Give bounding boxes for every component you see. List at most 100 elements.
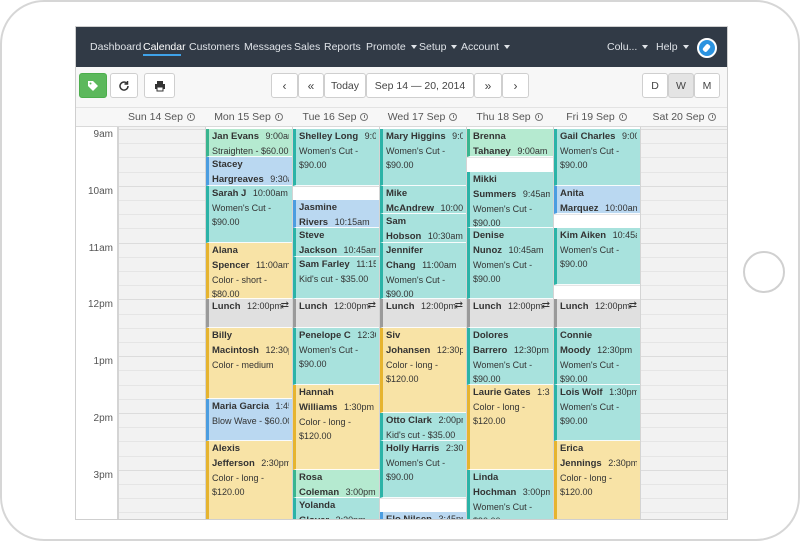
nav-location[interactable]: Colu... bbox=[607, 41, 649, 53]
appointment[interactable]: Kim Aiken 10:45am Women's Cut - $90.00 bbox=[554, 228, 640, 286]
today-button[interactable]: Today bbox=[324, 73, 366, 98]
date-range-button[interactable]: Sep 14 — 20, 2014 bbox=[366, 73, 474, 98]
compass-icon[interactable] bbox=[697, 38, 717, 58]
week-grid[interactable]: 9am 10am 11am 12pm 1pm 2pm 3pm Jan Evans 9:00a… bbox=[76, 127, 727, 519]
appointment-text: Jasmine bbox=[299, 202, 338, 213]
day-header-mon[interactable]: Mon 15 Sep bbox=[205, 111, 292, 123]
appointment[interactable]: Jan Evans 9:00am Straighten - $60.00 bbox=[206, 129, 292, 158]
clock-icon[interactable] bbox=[534, 113, 543, 121]
nav-setup[interactable]: Setup bbox=[419, 41, 458, 53]
appointment[interactable]: Denise Nunoz 10:45am Women's Cut - $90.00 bbox=[467, 228, 553, 300]
appointment-text: Lunch bbox=[560, 301, 589, 313]
next-week-button[interactable]: › bbox=[502, 73, 529, 98]
appointment[interactable]: Sam Farley 11:15amKid's cut - $35.00 bbox=[293, 256, 379, 300]
view-day-button[interactable]: D bbox=[642, 73, 668, 98]
appointment-time: 10:45am bbox=[612, 230, 637, 241]
nav-reports[interactable]: Reports bbox=[324, 41, 361, 53]
appointment-line: $120.00 bbox=[560, 485, 637, 499]
appointment[interactable]: Maria Garcia 1:45pmBlow Wave - $60.00 bbox=[206, 398, 292, 442]
time-column: 9am 10am 11am 12pm 1pm 2pm 3pm bbox=[76, 127, 118, 519]
appointment[interactable]: YolandaGlover 3:30pm bbox=[293, 498, 379, 519]
appointment-line: Kid's cut - $35.00 bbox=[299, 272, 376, 286]
appointment[interactable]: Lunch 12:00pm ⇄ bbox=[467, 299, 553, 328]
tag-button[interactable] bbox=[79, 73, 107, 98]
nav-sales[interactable]: Sales bbox=[294, 41, 321, 53]
nav-customers[interactable]: Customers bbox=[189, 41, 240, 53]
appointment[interactable]: Elo Nilsen 3:45pm bbox=[380, 512, 466, 519]
appointment[interactable]: Jasmine Rivers 10:15am bbox=[293, 200, 379, 229]
appointment[interactable]: Jennifer Chang 11:00am Women's Cut - $90.00 bbox=[380, 242, 466, 300]
appointment-text: Women's Cut - bbox=[473, 359, 533, 370]
appointment[interactable]: Lunch 12:00pm ⇄ bbox=[554, 299, 640, 328]
clock-icon[interactable] bbox=[708, 113, 717, 121]
appointment[interactable]: Mikki Summers 9:45am Women's Cut - $90.00 bbox=[467, 171, 553, 229]
nav-help[interactable]: Help bbox=[656, 41, 689, 53]
nav-account[interactable]: Account bbox=[461, 41, 510, 53]
nav-setup-label: Setup bbox=[419, 41, 447, 53]
appointment[interactable]: Holly Harris 2:30pm Women's Cut - $90.00 bbox=[380, 441, 466, 499]
clock-icon[interactable] bbox=[449, 113, 458, 121]
appointment[interactable]: Alana Spencer 11:00am Color - short - $80.0… bbox=[206, 242, 292, 300]
appointment[interactable]: Lunch 12:00pm ⇄ bbox=[293, 299, 379, 328]
view-week-button[interactable]: W bbox=[668, 73, 694, 98]
appointment[interactable]: Shelley Long 9:00am Women's Cut - $90.00 bbox=[293, 129, 379, 186]
home-button[interactable] bbox=[743, 251, 785, 293]
first-button[interactable]: « bbox=[298, 73, 324, 98]
appointment[interactable]: Dolores Barrero 12:30pm Women's Cut - $90.0… bbox=[467, 327, 553, 385]
appointment-line: $120.00 bbox=[212, 485, 289, 499]
day-header-thu[interactable]: Thu 18 Sep bbox=[466, 111, 553, 123]
appointment[interactable]: Anita Marquez 10:00am bbox=[554, 185, 640, 215]
appointment[interactable]: Sarah J 10:00am Women's Cut - $90.00 bbox=[206, 185, 292, 243]
appointment-line: $120.00 bbox=[473, 414, 550, 428]
appointment-text: Jackson bbox=[299, 245, 338, 257]
nav-calendar[interactable]: Calendar bbox=[143, 41, 186, 53]
day-header-tue[interactable]: Tue 16 Sep bbox=[292, 111, 379, 123]
appointment[interactable]: Rosa Coleman 3:00pm bbox=[293, 469, 379, 499]
appointment[interactable]: Sam Hobson 10:30am bbox=[380, 214, 466, 243]
appointment[interactable]: Lunch 12:00pm ⇄ bbox=[206, 299, 292, 328]
appointment-text: Color - long - bbox=[473, 401, 526, 412]
appointment-time: 9:30am bbox=[270, 174, 289, 185]
repeat-icon: ⇄ bbox=[541, 300, 550, 312]
appointment-text: $90.00 bbox=[560, 415, 588, 426]
nav-active-indicator bbox=[143, 54, 181, 56]
appointment[interactable]: Erica Jennings 2:30pm Color - long - $120.0… bbox=[554, 441, 640, 519]
appointment[interactable]: Lunch 12:00pm ⇄ bbox=[380, 299, 466, 328]
appointment[interactable]: Steve Jackson 10:45am bbox=[293, 228, 379, 257]
appointment[interactable]: Otto Clark 2:00pm Kid's cut - $35.00 bbox=[380, 413, 466, 442]
appointment-text: Anita bbox=[560, 187, 584, 199]
day-header-wed[interactable]: Wed 17 Sep bbox=[379, 111, 466, 123]
day-header-sat[interactable]: Sat 20 Sep bbox=[640, 111, 727, 123]
appointment-time: 2:00pm bbox=[438, 415, 463, 425]
appointment-text: Spencer bbox=[212, 259, 250, 271]
appointment[interactable]: Hannah Williams 1:30pm Color - long - $120.… bbox=[293, 384, 379, 470]
last-button[interactable]: » bbox=[474, 73, 502, 98]
appointment[interactable]: Connie Moody 12:30pm Women's Cut - $90.00 bbox=[554, 327, 640, 385]
nav-dashboard[interactable]: Dashboard bbox=[90, 41, 142, 53]
print-button[interactable] bbox=[144, 73, 175, 98]
prev-week-button[interactable]: ‹ bbox=[271, 73, 298, 98]
day-header-sun[interactable]: Sun 14 Sep bbox=[118, 111, 205, 123]
view-month-button[interactable]: M bbox=[694, 73, 720, 98]
appointment[interactable]: Mary Higgins 9:00am Women's Cut - $90.00 bbox=[380, 129, 466, 186]
clock-icon[interactable] bbox=[274, 113, 283, 121]
refresh-button[interactable] bbox=[110, 73, 138, 98]
clock-icon[interactable] bbox=[618, 113, 627, 121]
nav-promote[interactable]: Promote bbox=[366, 41, 417, 53]
clock-icon[interactable] bbox=[360, 113, 369, 121]
appointment[interactable]: Lois Wolf 1:30pm Women's Cut - $90.00 bbox=[554, 384, 640, 442]
appointment[interactable]: Brenna Tahaney 9:00am bbox=[467, 129, 553, 158]
nav-messages[interactable]: Messages bbox=[244, 41, 292, 53]
day-header-fri[interactable]: Fri 19 Sep bbox=[553, 111, 640, 123]
clock-icon[interactable] bbox=[186, 113, 195, 121]
appointment-line: Stacey bbox=[212, 157, 289, 172]
appointment[interactable]: Mike McAndrew 10:00am bbox=[380, 185, 466, 215]
appointment[interactable]: Alexis Jefferson 2:30pm Color - long - $120… bbox=[206, 441, 292, 519]
